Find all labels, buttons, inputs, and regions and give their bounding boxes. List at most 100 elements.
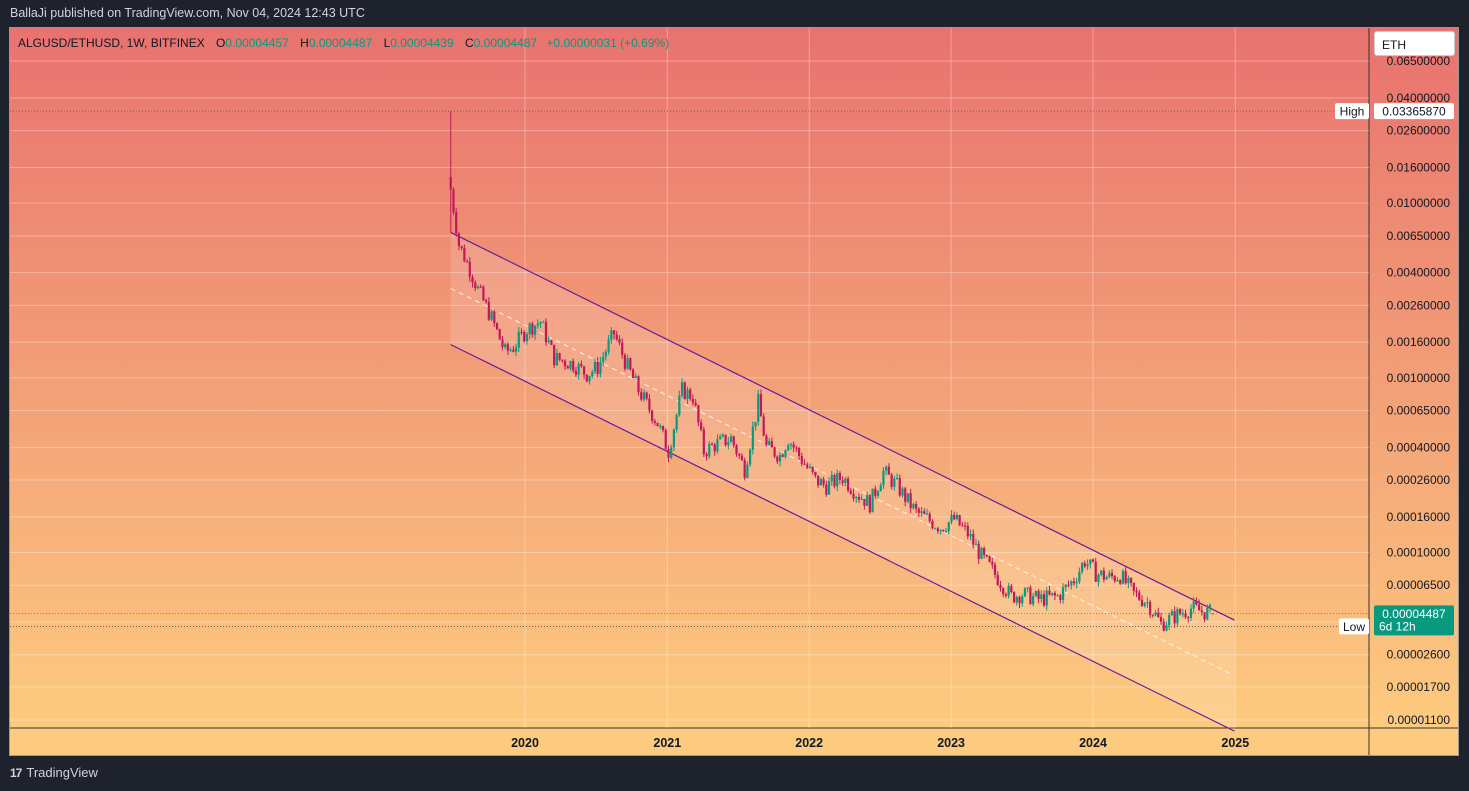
candle[interactable]	[795, 445, 798, 452]
candle[interactable]	[672, 428, 676, 452]
candle[interactable]	[520, 328, 523, 335]
candle[interactable]	[999, 580, 1002, 592]
candle[interactable]	[1116, 576, 1119, 582]
candle[interactable]	[680, 378, 684, 398]
candle[interactable]	[455, 207, 458, 237]
candle[interactable]	[577, 362, 580, 380]
candle[interactable]	[939, 529, 942, 535]
candle[interactable]	[506, 342, 509, 355]
candle[interactable]	[531, 321, 534, 338]
candle[interactable]	[1124, 567, 1127, 585]
candle[interactable]	[836, 469, 839, 491]
candle[interactable]	[495, 322, 499, 331]
candle[interactable]	[1192, 597, 1195, 614]
candle[interactable]	[1094, 557, 1097, 582]
candle[interactable]	[566, 365, 569, 369]
candle[interactable]	[985, 554, 988, 558]
candle[interactable]	[817, 475, 820, 488]
candle[interactable]	[860, 494, 863, 500]
candle[interactable]	[1157, 607, 1160, 618]
candle[interactable]	[1132, 582, 1135, 596]
candle[interactable]	[746, 461, 749, 479]
candle[interactable]	[800, 452, 803, 467]
candle[interactable]	[972, 529, 975, 549]
candle[interactable]	[1178, 607, 1182, 616]
candle[interactable]	[846, 476, 850, 493]
candle[interactable]	[574, 366, 578, 377]
chart-frame[interactable]: 0.000011000.000017000.000026000.00004000…	[9, 27, 1459, 756]
candle[interactable]	[1151, 614, 1154, 618]
candle[interactable]	[789, 442, 793, 450]
candle[interactable]	[629, 357, 632, 371]
candle[interactable]	[879, 482, 882, 492]
candle[interactable]	[953, 511, 956, 521]
time-axis[interactable]: 2020 2021 2022 2023 2024 2025	[511, 736, 1249, 750]
candle[interactable]	[1154, 609, 1157, 617]
candle[interactable]	[781, 452, 784, 458]
candle[interactable]	[925, 508, 929, 515]
candle[interactable]	[463, 244, 466, 263]
candle[interactable]	[729, 433, 733, 443]
candle[interactable]	[1018, 595, 1021, 609]
candle[interactable]	[1078, 567, 1081, 585]
candle[interactable]	[743, 457, 746, 481]
candle[interactable]	[735, 443, 738, 457]
candle[interactable]	[917, 507, 920, 518]
candle[interactable]	[479, 284, 482, 289]
candle[interactable]	[1070, 580, 1073, 590]
candle[interactable]	[569, 360, 572, 371]
candle[interactable]	[814, 471, 817, 478]
candle[interactable]	[1173, 606, 1176, 628]
candle[interactable]	[536, 319, 539, 329]
candle[interactable]	[1138, 589, 1141, 601]
candle[interactable]	[457, 231, 461, 251]
candle[interactable]	[653, 418, 656, 426]
candle[interactable]	[909, 488, 912, 514]
candle[interactable]	[498, 328, 501, 340]
candle[interactable]	[980, 546, 983, 560]
candle[interactable]	[591, 369, 594, 379]
candle[interactable]	[803, 459, 806, 465]
candle[interactable]	[449, 111, 452, 233]
candle[interactable]	[901, 486, 904, 498]
candle[interactable]	[604, 349, 607, 361]
candle[interactable]	[618, 335, 621, 346]
candle[interactable]	[732, 435, 735, 448]
candle[interactable]	[993, 561, 997, 579]
candle[interactable]	[1086, 559, 1089, 571]
candle[interactable]	[871, 488, 874, 513]
candle[interactable]	[1037, 588, 1040, 604]
candle[interactable]	[1064, 584, 1067, 592]
candle[interactable]	[738, 452, 741, 459]
candle[interactable]	[621, 338, 624, 359]
candle[interactable]	[819, 477, 822, 486]
candle[interactable]	[1072, 577, 1076, 587]
candle[interactable]	[806, 462, 809, 469]
candle[interactable]	[599, 356, 602, 378]
candle[interactable]	[996, 571, 999, 586]
candle[interactable]	[1195, 597, 1198, 606]
candle[interactable]	[895, 473, 899, 480]
candle[interactable]	[898, 474, 901, 498]
candle[interactable]	[542, 320, 545, 323]
candle[interactable]	[607, 334, 610, 355]
candle[interactable]	[512, 345, 515, 353]
candle[interactable]	[950, 509, 953, 525]
candle[interactable]	[1189, 604, 1193, 621]
candle[interactable]	[664, 428, 667, 450]
candle[interactable]	[931, 519, 934, 530]
candle[interactable]	[700, 419, 703, 432]
candle[interactable]	[1162, 618, 1165, 632]
candle[interactable]	[1002, 587, 1005, 598]
candle[interactable]	[866, 491, 869, 506]
candle[interactable]	[702, 426, 705, 458]
candle[interactable]	[1184, 609, 1187, 619]
candle[interactable]	[966, 522, 969, 540]
candle[interactable]	[849, 487, 852, 495]
candle[interactable]	[1143, 602, 1146, 608]
candle[interactable]	[642, 389, 646, 402]
candle[interactable]	[1083, 560, 1086, 569]
candle[interactable]	[906, 493, 910, 504]
candle[interactable]	[534, 325, 537, 340]
candle[interactable]	[1108, 570, 1111, 579]
